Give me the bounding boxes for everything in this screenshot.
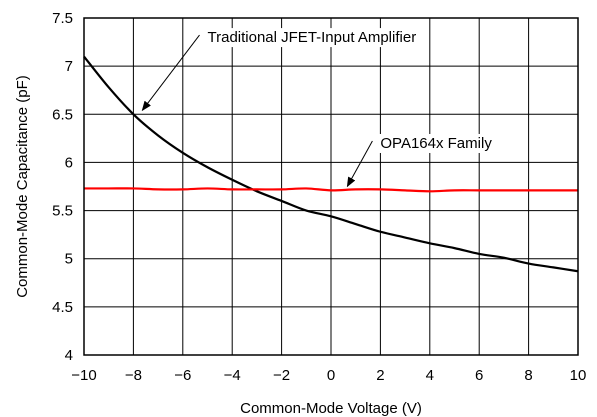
x-tick-label: 6 — [475, 367, 483, 384]
annotation-label-1: Traditional JFET-Input Amplifier — [208, 29, 417, 46]
x-tick-labels: −10 −8 −6 −4 −2 0 2 4 6 8 10 — [71, 367, 586, 384]
y-tick-label: 5.5 — [52, 203, 73, 220]
y-tick-label: 6.5 — [52, 106, 73, 123]
series-line-2 — [83, 187, 578, 193]
y-tick-label: 5 — [65, 251, 73, 268]
annotations: Traditional JFET-Input Amplifier OPA164x … — [141, 28, 498, 188]
annotation-arrow-1 — [141, 34, 200, 112]
plot-frame — [83, 17, 579, 356]
x-tick-label: 2 — [376, 367, 384, 384]
y-tick-label: 6 — [65, 154, 73, 171]
series-group — [83, 55, 579, 273]
x-tick-label: −2 — [273, 367, 290, 384]
annotation-label-bg-2 — [377, 133, 498, 153]
annotation-arrow-2 — [346, 140, 373, 188]
y-tick-labels: 4 4.5 5 5.5 6 6.5 7 7.5 — [52, 10, 73, 364]
x-tick-label: 10 — [570, 367, 587, 384]
y-axis-label: Common-Mode Capacitance (pF) — [14, 75, 31, 298]
annotation-label-bg-1 — [204, 28, 422, 48]
y-tick-label: 4.5 — [52, 299, 73, 316]
x-tick-label: −8 — [125, 367, 142, 384]
x-axis-label: Common-Mode Voltage (V) — [240, 400, 422, 417]
grid — [83, 17, 579, 356]
x-tick-label: 0 — [327, 367, 335, 384]
series-line-1 — [83, 55, 579, 273]
y-tick-label: 7 — [65, 58, 73, 75]
annotation-label-2: OPA164x Family — [380, 135, 492, 152]
y-tick-label: 7.5 — [52, 10, 73, 27]
y-tick-label: 4 — [65, 347, 73, 364]
x-tick-label: 4 — [426, 367, 434, 384]
x-tick-label: −4 — [224, 367, 241, 384]
x-tick-label: −10 — [71, 367, 96, 384]
x-tick-label: 8 — [524, 367, 532, 384]
x-tick-label: −6 — [174, 367, 191, 384]
